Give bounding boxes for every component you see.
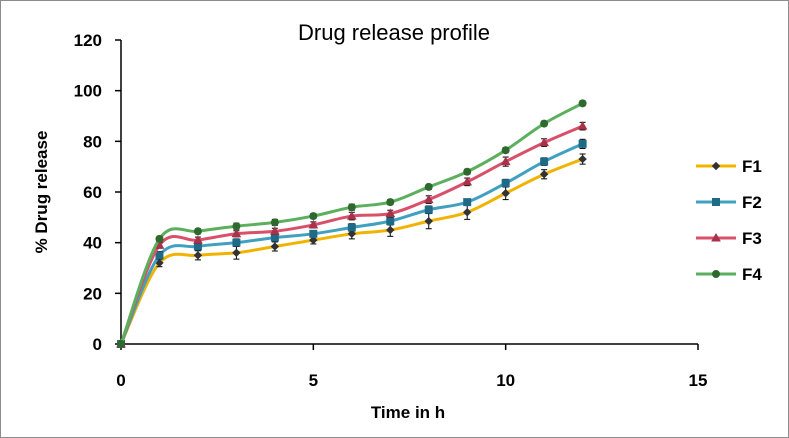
- data-point: [193, 235, 203, 244]
- data-point: [309, 212, 318, 221]
- y-tick-label: 0: [93, 335, 102, 354]
- data-point: [155, 251, 164, 260]
- data-point: [386, 225, 395, 235]
- data-point: [385, 208, 396, 218]
- data-point: [578, 99, 587, 108]
- data-point: [540, 119, 549, 128]
- data-point: [232, 248, 241, 258]
- data-point: [463, 198, 472, 207]
- data-point: [232, 222, 241, 231]
- x-tick-label: 10: [496, 371, 515, 390]
- legend-marker: [711, 161, 721, 171]
- data-point: [309, 235, 318, 245]
- data-point: [270, 242, 280, 251]
- legend-marker: [711, 232, 721, 242]
- y-tick-label: 100: [74, 82, 102, 101]
- data-point: [347, 203, 356, 212]
- data-point: [539, 170, 549, 179]
- legend-item-f2: F2: [696, 193, 762, 212]
- data-point: [386, 217, 395, 226]
- y-tick-label: 80: [83, 132, 102, 151]
- data-point: [232, 238, 241, 247]
- series-f2: [117, 138, 587, 348]
- data-point: [155, 258, 164, 268]
- data-point: [270, 226, 280, 235]
- data-point: [117, 340, 125, 348]
- data-point: [423, 194, 434, 204]
- chart-title: Drug release profile: [298, 20, 490, 45]
- legend-marker: [712, 270, 720, 278]
- y-axis-title: % Drug release: [32, 131, 51, 254]
- legend-marker: [712, 198, 720, 206]
- data-point: [577, 121, 588, 130]
- data-point: [347, 223, 356, 232]
- data-point: [424, 205, 433, 214]
- x-tick-label: 15: [689, 371, 708, 390]
- series-f3: [116, 121, 588, 348]
- data-point: [462, 176, 473, 186]
- data-point: [308, 219, 319, 229]
- y-tick-label: 60: [83, 183, 102, 202]
- legend-label: F4: [742, 265, 762, 284]
- data-point: [193, 227, 202, 236]
- data-point: [463, 167, 472, 176]
- data-point: [462, 208, 472, 217]
- data-point: [424, 182, 433, 191]
- y-tick-label: 40: [83, 234, 102, 253]
- data-point: [346, 211, 357, 220]
- legend: F1 F2 F3 F4: [696, 157, 762, 284]
- data-point: [347, 229, 357, 239]
- data-point: [501, 146, 510, 155]
- data-point: [193, 251, 203, 260]
- legend-item-f1: F1: [696, 157, 762, 176]
- data-point: [386, 198, 395, 207]
- data-point: [500, 156, 511, 166]
- y-tick-label: 120: [74, 31, 102, 50]
- data-point: [270, 218, 279, 227]
- data-point: [270, 233, 279, 242]
- data-point: [193, 242, 202, 251]
- series-line: [119, 142, 584, 345]
- series-f4: [117, 99, 587, 348]
- legend-label: F3: [742, 229, 762, 248]
- data-point: [231, 228, 242, 238]
- series-f1: [116, 153, 587, 349]
- data-point: [578, 139, 587, 148]
- legend-item-f4: F4: [696, 265, 762, 284]
- series-line: [119, 157, 584, 345]
- plot-area: 0 20 40 60 80 100 120 0 5 10 15: [74, 31, 708, 390]
- data-point: [155, 234, 164, 243]
- y-tick-label: 20: [83, 284, 102, 303]
- legend-label: F2: [742, 193, 762, 212]
- data-point: [424, 216, 433, 226]
- data-point: [309, 229, 318, 238]
- data-point: [501, 179, 510, 188]
- x-tick-label: 5: [309, 371, 318, 390]
- data-point: [501, 189, 510, 198]
- legend-label: F1: [742, 157, 762, 176]
- data-point: [578, 154, 587, 164]
- legend-item-f3: F3: [696, 229, 762, 248]
- x-tick-label: 0: [116, 371, 125, 390]
- data-point: [540, 157, 549, 166]
- x-axis-title: Time in h: [371, 403, 445, 422]
- data-point: [539, 137, 549, 147]
